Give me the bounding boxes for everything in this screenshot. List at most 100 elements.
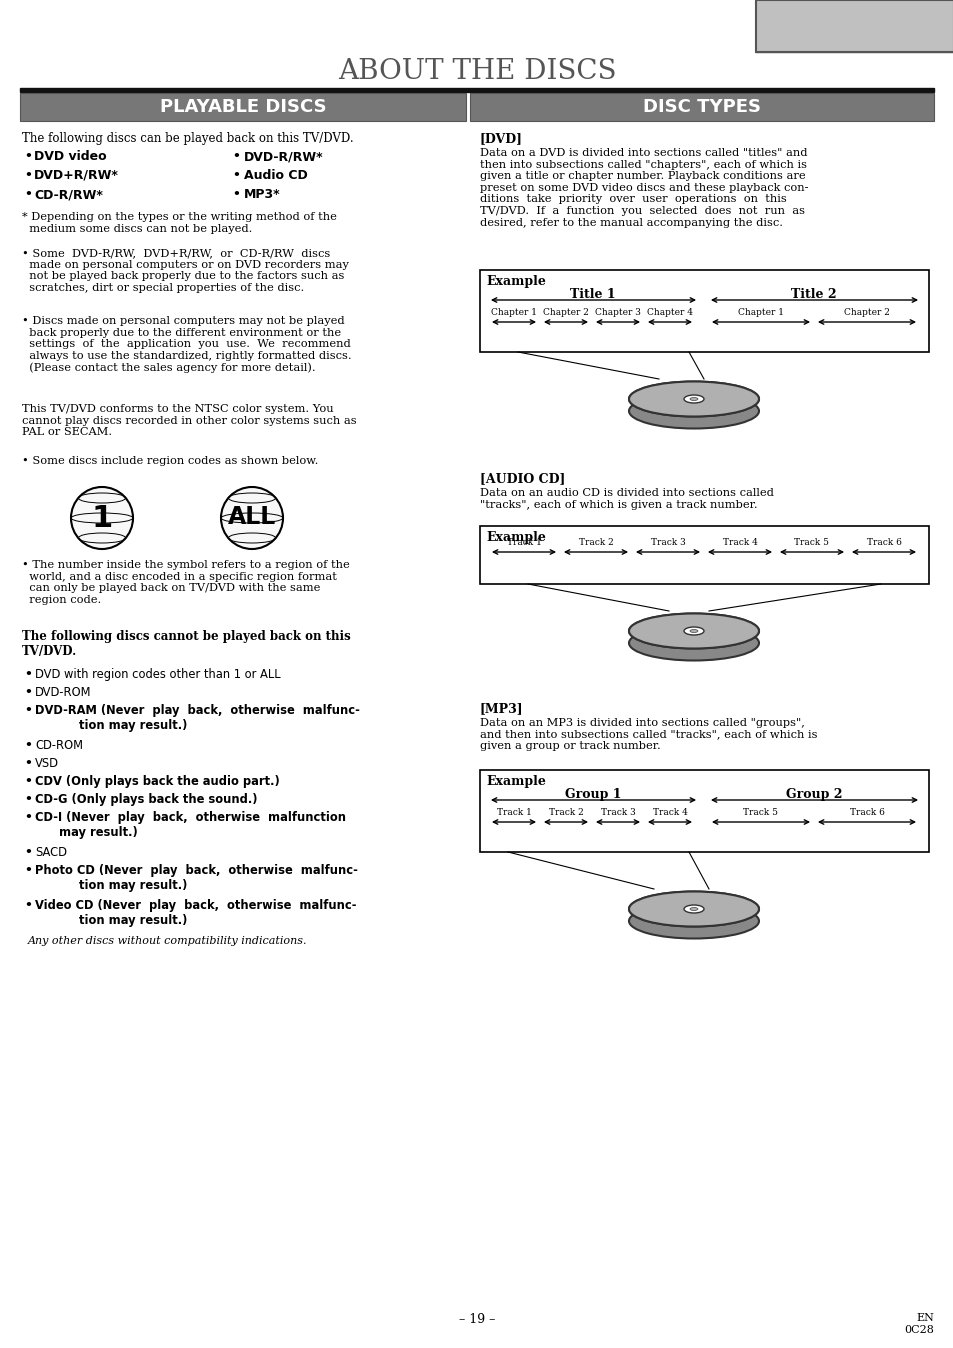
Ellipse shape [628,891,759,926]
Text: [AUDIO CD]: [AUDIO CD] [479,472,565,485]
Text: CD-G (Only plays back the sound.): CD-G (Only plays back the sound.) [35,793,257,806]
Ellipse shape [628,613,759,648]
Text: MP3*: MP3* [244,187,280,201]
Text: ABOUT THE DISCS: ABOUT THE DISCS [337,58,616,85]
Text: •: • [232,150,239,163]
Text: Data on an audio CD is divided into sections called
"tracks", each of which is g: Data on an audio CD is divided into sect… [479,488,773,510]
Text: VSD: VSD [35,758,59,770]
Text: CD-R/RW*: CD-R/RW* [34,187,103,201]
Text: Title 2: Title 2 [790,288,836,301]
Text: •: • [24,686,31,700]
Text: •: • [232,187,239,201]
Text: Chapter 4: Chapter 4 [646,307,692,317]
Text: • Some discs include region codes as shown below.: • Some discs include region codes as sho… [22,456,318,466]
Ellipse shape [221,487,283,549]
Text: •: • [24,187,31,201]
Text: •: • [24,899,31,913]
Ellipse shape [683,627,703,635]
Text: Group 1: Group 1 [564,789,620,801]
Text: Example: Example [485,531,545,545]
Text: Chapter 1: Chapter 1 [738,307,783,317]
Ellipse shape [628,903,759,938]
Text: 1: 1 [91,504,112,532]
Text: DVD SECTION: DVD SECTION [776,9,936,30]
Text: Title 1: Title 1 [570,288,616,301]
Text: Example: Example [485,775,545,789]
Text: •: • [24,793,31,806]
Text: •: • [24,704,31,717]
Ellipse shape [628,891,759,926]
Text: Chapter 2: Chapter 2 [542,307,588,317]
Bar [479,770,928,852]
Text: DVD+R/RW*: DVD+R/RW* [34,168,119,182]
Text: Group 2: Group 2 [785,789,841,801]
Bar [479,270,928,352]
Ellipse shape [628,381,759,417]
Text: PLAYABLE DISCS: PLAYABLE DISCS [159,98,326,116]
Text: Data on an MP3 is divided into sections called "groups",
and then into subsectio: Data on an MP3 is divided into sections … [479,718,817,751]
Text: Track 5: Track 5 [794,538,828,547]
Text: • The number inside the symbol refers to a region of the
  world, and a disc enc: • The number inside the symbol refers to… [22,559,350,605]
Text: [DVD]: [DVD] [479,132,522,146]
Text: Example: Example [485,275,545,288]
Text: Video CD (Never  play  back,  otherwise  malfunc-
           tion may result.): Video CD (Never play back, otherwise mal… [35,899,356,927]
Text: Track 6: Track 6 [849,807,883,817]
Text: This TV/DVD conforms to the NTSC color system. You
cannot play discs recorded in: This TV/DVD conforms to the NTSC color s… [22,404,356,437]
Text: Track 3: Track 3 [600,807,635,817]
Ellipse shape [689,398,698,400]
Text: •: • [232,168,239,182]
Bar [479,526,928,584]
Bar [20,93,465,121]
Text: • Some  DVD-R/RW,  DVD+R/RW,  or  CD-R/RW  discs
  made on personal computers or: • Some DVD-R/RW, DVD+R/RW, or CD-R/RW di… [22,248,349,293]
Ellipse shape [689,630,698,632]
Ellipse shape [71,487,132,549]
Text: ALL: ALL [228,506,275,528]
Ellipse shape [689,907,698,910]
Text: Chapter 1: Chapter 1 [491,307,537,317]
Text: DVD-R/RW*: DVD-R/RW* [244,150,323,163]
Text: CD-I (Never  play  back,  otherwise  malfunction
      may result.): CD-I (Never play back, otherwise malfunc… [35,811,346,838]
Text: DVD-RAM (Never  play  back,  otherwise  malfunc-
           tion may result.): DVD-RAM (Never play back, otherwise malf… [35,704,359,732]
Text: The following discs can be played back on this TV/DVD.: The following discs can be played back o… [22,132,354,146]
Text: DISC TYPES: DISC TYPES [642,98,760,116]
Ellipse shape [683,905,703,913]
Text: DVD video: DVD video [34,150,107,163]
Text: Track 4: Track 4 [721,538,757,547]
Text: Track 2: Track 2 [548,807,583,817]
Bar [755,0,953,53]
Text: The following discs cannot be played back on this
TV/DVD.: The following discs cannot be played bac… [22,630,351,658]
Text: * Depending on the types or the writing method of the
  medium some discs can no: * Depending on the types or the writing … [22,212,336,233]
Ellipse shape [628,625,759,661]
Text: •: • [24,811,31,824]
Text: •: • [24,669,31,681]
Ellipse shape [683,395,703,403]
Text: – 19 –: – 19 – [458,1313,495,1326]
Bar [470,93,933,121]
Bar [20,88,933,92]
Text: Track 3: Track 3 [650,538,684,547]
Text: CDV (Only plays back the audio part.): CDV (Only plays back the audio part.) [35,775,279,789]
Text: Track 5: Track 5 [742,807,778,817]
Text: •: • [24,739,31,752]
Text: Track 1: Track 1 [506,538,541,547]
Text: •: • [24,168,31,182]
Text: Track 2: Track 2 [578,538,613,547]
Text: • Discs made on personal computers may not be played
  back properly due to the : • Discs made on personal computers may n… [22,315,352,373]
Ellipse shape [628,394,759,429]
Text: Track 4: Track 4 [652,807,687,817]
Text: Audio CD: Audio CD [244,168,308,182]
Text: •: • [24,150,31,163]
Text: DVD with region codes other than 1 or ALL: DVD with region codes other than 1 or AL… [35,669,280,681]
Text: Chapter 3: Chapter 3 [595,307,640,317]
Text: [MP3]: [MP3] [479,702,523,714]
Text: Any other discs without compatibility indications.: Any other discs without compatibility in… [28,936,307,946]
Ellipse shape [628,613,759,648]
Text: EN
0C28: EN 0C28 [903,1313,933,1335]
Text: Chapter 2: Chapter 2 [843,307,889,317]
Ellipse shape [628,381,759,417]
Text: •: • [24,864,31,878]
Text: Track 1: Track 1 [497,807,531,817]
Text: Photo CD (Never  play  back,  otherwise  malfunc-
           tion may result.): Photo CD (Never play back, otherwise mal… [35,864,357,892]
Text: CD-ROM: CD-ROM [35,739,83,752]
Text: Track 6: Track 6 [865,538,901,547]
